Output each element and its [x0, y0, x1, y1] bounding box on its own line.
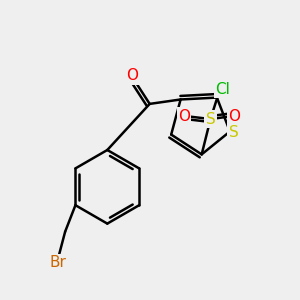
Text: Br: Br	[49, 255, 66, 270]
Text: S: S	[229, 125, 238, 140]
Text: Cl: Cl	[215, 82, 230, 97]
Text: O: O	[228, 109, 240, 124]
Text: S: S	[206, 112, 215, 127]
Text: O: O	[178, 109, 190, 124]
Text: O: O	[126, 68, 138, 83]
